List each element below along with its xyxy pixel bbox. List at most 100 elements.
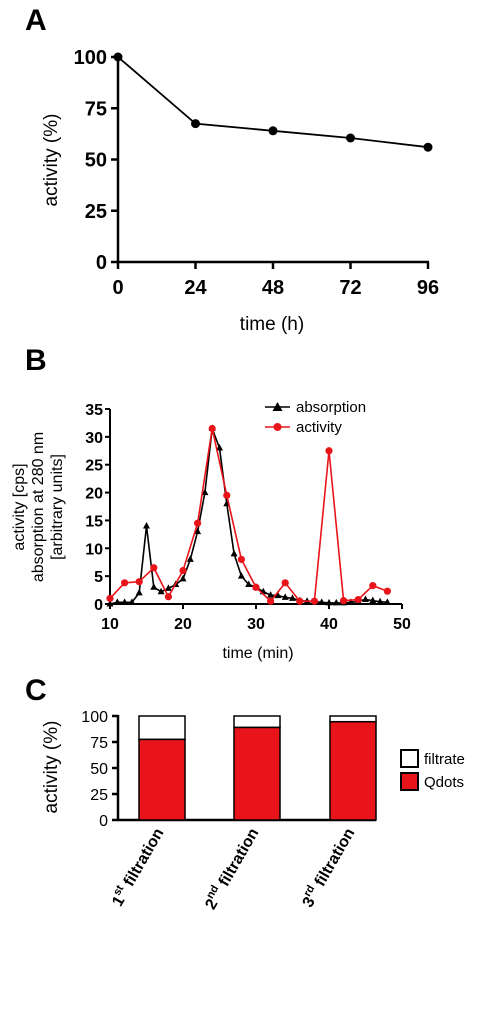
activity-series-line	[109, 427, 388, 603]
absorption-point	[289, 594, 296, 601]
activity-point	[369, 582, 377, 590]
activity-point	[135, 578, 143, 586]
activity-point	[383, 587, 391, 595]
x-tick-label: 72	[339, 277, 361, 299]
absorption-point	[383, 598, 391, 605]
x-tick-label: 30	[247, 616, 265, 633]
activity-point	[179, 566, 187, 575]
absorption-point	[106, 600, 114, 607]
y-tick-label: 25	[85, 458, 103, 475]
absorption-point	[369, 596, 377, 604]
absorption-series-line	[109, 427, 388, 605]
panel-a: A 0 25 50 75 100 0 24 48 72 96 time (h) activity …	[25, 4, 439, 335]
data-point	[113, 52, 123, 62]
panel-a-x-axis-label: time (h)	[240, 314, 304, 335]
panel-b: B 0 5 10 15 20 25 30 35 10 20 30 40 50 time (min) ac…	[11, 344, 411, 662]
x-tick-label: 0	[112, 277, 123, 299]
panel-a-axes	[111, 55, 430, 269]
y-tick-label: 50	[85, 150, 107, 172]
absorption-point	[376, 597, 384, 605]
panel-b-axes	[105, 408, 403, 609]
absorption-point	[164, 584, 172, 591]
panel-b-letter: B	[25, 344, 47, 377]
activity-point	[267, 597, 275, 605]
data-point	[346, 133, 355, 143]
activity-point	[252, 583, 260, 591]
category-label: 1st filtration	[107, 824, 168, 909]
panel-c-legend: filtrate Qdots	[400, 749, 465, 791]
data-point	[268, 126, 278, 136]
panel-c-tick-labels: 0 25 50 75 100	[81, 709, 108, 830]
legend-activity-marker	[273, 423, 282, 431]
panel-b-y-axis-label-line-1: activity [cps]	[11, 463, 28, 550]
absorption-point	[150, 583, 158, 590]
y-tick-label: 35	[85, 402, 103, 419]
x-tick-label: 50	[393, 616, 411, 633]
category-label: 2nd filtration	[200, 824, 263, 913]
absorption-point	[281, 593, 289, 600]
activity-point	[208, 424, 216, 433]
panel-c-bars	[138, 715, 377, 821]
activity-point	[194, 519, 202, 527]
activity-point	[223, 491, 231, 499]
y-tick-label: 30	[85, 430, 103, 447]
activity-point	[354, 595, 362, 604]
x-tick-label: 40	[320, 616, 338, 633]
absorption-point	[267, 591, 275, 598]
panel-a-series	[113, 52, 433, 152]
y-tick-label: 15	[85, 513, 103, 530]
panel-b-series	[106, 424, 391, 607]
data-point	[191, 119, 200, 129]
absorption-point	[113, 598, 121, 605]
legend-absorption-marker	[272, 402, 283, 411]
panel-b-tick-labels: 0 5 10 15 20 25 30 35 10 20 30 40 50	[85, 402, 411, 633]
absorption-point	[274, 591, 282, 599]
category-label: 3rd filtration	[297, 824, 358, 911]
absorption-point	[245, 580, 253, 587]
activity-point	[310, 597, 318, 605]
y-tick-label: 0	[94, 597, 103, 614]
activity-point	[281, 579, 289, 587]
absorption-point	[201, 488, 209, 496]
panel-a-tick-labels: 0 25 50 75 100 0 24 48 72 96	[74, 47, 440, 299]
y-tick-label: 100	[74, 47, 107, 69]
legend-absorption-label: absorption	[296, 399, 366, 416]
legend-qdots-swatch	[400, 772, 419, 791]
y-tick-label: 0	[96, 252, 107, 274]
bar-qdots	[138, 738, 186, 821]
panel-b-x-axis-label: time (min)	[222, 645, 293, 662]
y-tick-label: 25	[85, 201, 107, 223]
panel-a-letter: A	[25, 4, 47, 37]
bar-filtrate	[329, 715, 377, 723]
activity-point	[340, 597, 348, 605]
absorption-point	[332, 598, 340, 606]
absorption-point	[128, 598, 136, 605]
y-tick-label: 25	[90, 787, 108, 804]
panel-c-y-axis-label: activity (%)	[41, 721, 62, 814]
x-tick-label: 10	[101, 616, 119, 633]
absorption-point	[179, 574, 187, 582]
y-tick-label: 50	[90, 761, 108, 778]
y-tick-label: 75	[90, 735, 108, 752]
panel-c: C 0 25 50 75 100 1st filtration 2nd filtratio…	[25, 674, 465, 913]
legend-filtrate-swatch	[400, 749, 419, 768]
legend-filtrate-label: filtrate	[424, 751, 465, 768]
y-tick-label: 5	[94, 569, 103, 586]
y-tick-label: 75	[85, 98, 107, 120]
y-tick-label: 20	[85, 486, 103, 503]
activity-point	[325, 447, 333, 455]
bar-filtrate	[233, 715, 281, 729]
x-tick-label: 20	[174, 616, 192, 633]
absorption-point	[194, 527, 202, 535]
absorption-point	[325, 598, 333, 606]
y-tick-label: 100	[81, 709, 108, 726]
absorption-point	[121, 598, 129, 605]
bar-qdots	[233, 726, 281, 821]
activity-point	[237, 555, 245, 564]
activity-point	[164, 593, 172, 601]
panel-b-y-axis-label-line-3: [arbitrary units]	[49, 454, 66, 560]
absorption-point	[230, 549, 238, 557]
absorption-point	[216, 444, 223, 451]
panel-b-legend: absorption activity	[265, 399, 366, 436]
